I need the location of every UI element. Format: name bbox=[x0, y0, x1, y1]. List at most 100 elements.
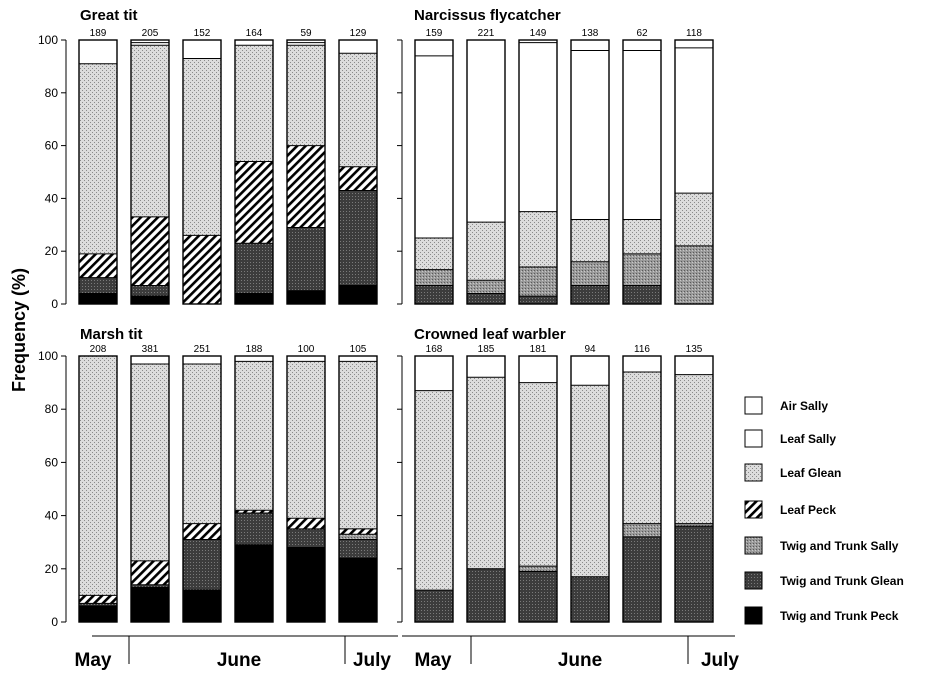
bar-outline bbox=[182, 355, 222, 623]
bar-segment-twig-trunk-glean bbox=[415, 285, 453, 304]
bar-segment-twig-trunk-sally bbox=[623, 253, 661, 286]
bar-segment-air-sally bbox=[339, 40, 377, 54]
y-tick-label: 60 bbox=[45, 455, 59, 469]
y-tick-label: 0 bbox=[51, 297, 58, 311]
month-label-july: July bbox=[353, 650, 391, 671]
sample-size-label: 221 bbox=[478, 28, 495, 39]
bar-segment-twig-trunk-peck bbox=[287, 547, 325, 622]
bar-segment-twig-trunk-peck bbox=[131, 296, 169, 304]
bar-outline bbox=[338, 39, 378, 305]
bar-segment-leaf-peck bbox=[131, 216, 169, 286]
bar-outline bbox=[78, 355, 118, 623]
bar-segment-twig-trunk-glean bbox=[183, 539, 221, 591]
bar-segment-twig-trunk-peck bbox=[235, 544, 273, 622]
y-tick-label: 60 bbox=[45, 139, 59, 153]
sample-size-label: 116 bbox=[634, 344, 650, 355]
panel-narcissus-flycatcher: 159 221 149 138 62 118 bbox=[397, 28, 714, 305]
panel-title-great-tit: Great tit bbox=[80, 7, 138, 24]
bar-segment-twig-trunk-sally bbox=[675, 523, 713, 527]
bar-segment-twig-trunk-glean bbox=[571, 576, 609, 622]
bar-outline bbox=[674, 39, 714, 305]
panel-title-marsh-tit: Marsh tit bbox=[80, 326, 143, 343]
bar-segment-leaf-glean bbox=[183, 58, 221, 236]
bar-outline bbox=[414, 39, 454, 305]
sample-size-label: 135 bbox=[686, 344, 703, 355]
bar-segment-leaf-glean bbox=[235, 361, 273, 511]
bar-segment-twig-trunk-glean bbox=[235, 512, 273, 545]
bar-segment-twig-trunk-glean bbox=[519, 571, 557, 622]
bar-segment-twig-trunk-glean bbox=[467, 293, 505, 304]
sample-size-label: 164 bbox=[246, 28, 263, 39]
bar-segment-leaf-peck bbox=[79, 253, 117, 278]
sample-size-label: 168 bbox=[426, 344, 443, 355]
bar-segment-air-sally bbox=[131, 356, 169, 364]
bar-segment-twig-trunk-peck bbox=[287, 290, 325, 304]
bar-segment-leaf-glean bbox=[339, 361, 377, 529]
sample-size-label: 149 bbox=[530, 28, 547, 39]
bar-outline bbox=[286, 39, 326, 305]
legend-label-leaf-sally: Leaf Sally bbox=[780, 432, 836, 446]
bar-segment-leaf-peck bbox=[183, 523, 221, 540]
bar-segment-leaf-glean bbox=[339, 53, 377, 167]
bar-segment-twig-trunk-glean bbox=[79, 277, 117, 294]
bar-outline bbox=[338, 355, 378, 623]
bar-segment-twig-trunk-peck bbox=[79, 606, 117, 622]
month-label-june: June bbox=[558, 650, 602, 671]
bar-segment-twig-trunk-peck bbox=[183, 590, 221, 622]
y-tick-label: 80 bbox=[45, 86, 59, 100]
bar-segment-air-sally bbox=[571, 356, 609, 386]
sample-size-label: 205 bbox=[142, 28, 159, 39]
bar-segment-air-sally bbox=[339, 356, 377, 362]
bar-outline bbox=[570, 39, 610, 305]
bar-segment-leaf-glean bbox=[519, 382, 557, 567]
bar-segment-twig-trunk-sally bbox=[415, 269, 453, 286]
bar-segment-twig-trunk-glean bbox=[675, 526, 713, 622]
sample-size-label: 138 bbox=[582, 28, 599, 39]
sample-size-label: 100 bbox=[298, 344, 315, 355]
bar-outline bbox=[518, 355, 558, 623]
bar-segment-leaf-peck bbox=[235, 510, 273, 513]
bar-segment-twig-trunk-glean bbox=[287, 227, 325, 291]
sample-size-label: 105 bbox=[350, 344, 367, 355]
bar-segment-twig-trunk-sally bbox=[519, 267, 557, 297]
month-label-july: July bbox=[701, 650, 739, 671]
bar-segment-leaf-glean bbox=[235, 45, 273, 162]
panel-great-tit: 0 20 40 60 80 100 189 205 152 164 59 129 bbox=[38, 28, 378, 311]
bar-segment-leaf-peck bbox=[183, 235, 221, 304]
sample-size-label: 129 bbox=[350, 28, 367, 39]
legend-swatch-leaf-sally bbox=[744, 429, 763, 448]
bar-segment-twig-trunk-glean bbox=[623, 536, 661, 622]
bar-segment-leaf-glean bbox=[675, 193, 713, 246]
bar-segment-leaf-sally bbox=[519, 42, 557, 212]
bar-segment-air-sally bbox=[623, 356, 661, 372]
sample-size-label: 94 bbox=[584, 344, 596, 355]
legend-swatch-leaf-glean bbox=[744, 463, 763, 482]
bar-segment-air-sally bbox=[79, 40, 117, 64]
bar-segment-leaf-sally bbox=[287, 42, 325, 46]
bar-segment-air-sally bbox=[571, 40, 609, 51]
bar-segment-air-sally bbox=[415, 40, 453, 56]
bar-segment-air-sally bbox=[675, 356, 713, 375]
legend-label-leaf-glean: Leaf Glean bbox=[780, 466, 841, 480]
bar-segment-air-sally bbox=[183, 356, 221, 364]
sample-size-label: 118 bbox=[686, 28, 702, 39]
legend-label-twig-trunk-glean: Twig and Trunk Glean bbox=[780, 574, 904, 588]
bar-segment-leaf-glean bbox=[623, 219, 661, 254]
y-tick-label: 100 bbox=[38, 349, 58, 363]
y-axis-label: Frequency (%) bbox=[9, 268, 29, 392]
bar-outline bbox=[622, 39, 662, 305]
y-tick-label: 20 bbox=[45, 244, 59, 258]
y-tick-label: 20 bbox=[45, 562, 59, 576]
panel-crowned-leaf-warbler: 168 185 181 94 116 135 bbox=[397, 344, 714, 623]
bar-segment-leaf-glean bbox=[467, 377, 505, 569]
y-tick-label: 40 bbox=[45, 191, 59, 205]
bar-segment-leaf-peck bbox=[287, 518, 325, 529]
bar-segment-leaf-glean bbox=[79, 356, 117, 596]
legend-swatch-leaf-peck bbox=[744, 500, 763, 519]
bar-segment-air-sally bbox=[287, 40, 325, 43]
bar-segment-leaf-peck bbox=[339, 528, 377, 535]
bar-segment-air-sally bbox=[519, 40, 557, 43]
bar-segment-air-sally bbox=[519, 356, 557, 383]
bar-outline bbox=[78, 39, 118, 305]
bar-segment-twig-trunk-sally bbox=[339, 534, 377, 540]
